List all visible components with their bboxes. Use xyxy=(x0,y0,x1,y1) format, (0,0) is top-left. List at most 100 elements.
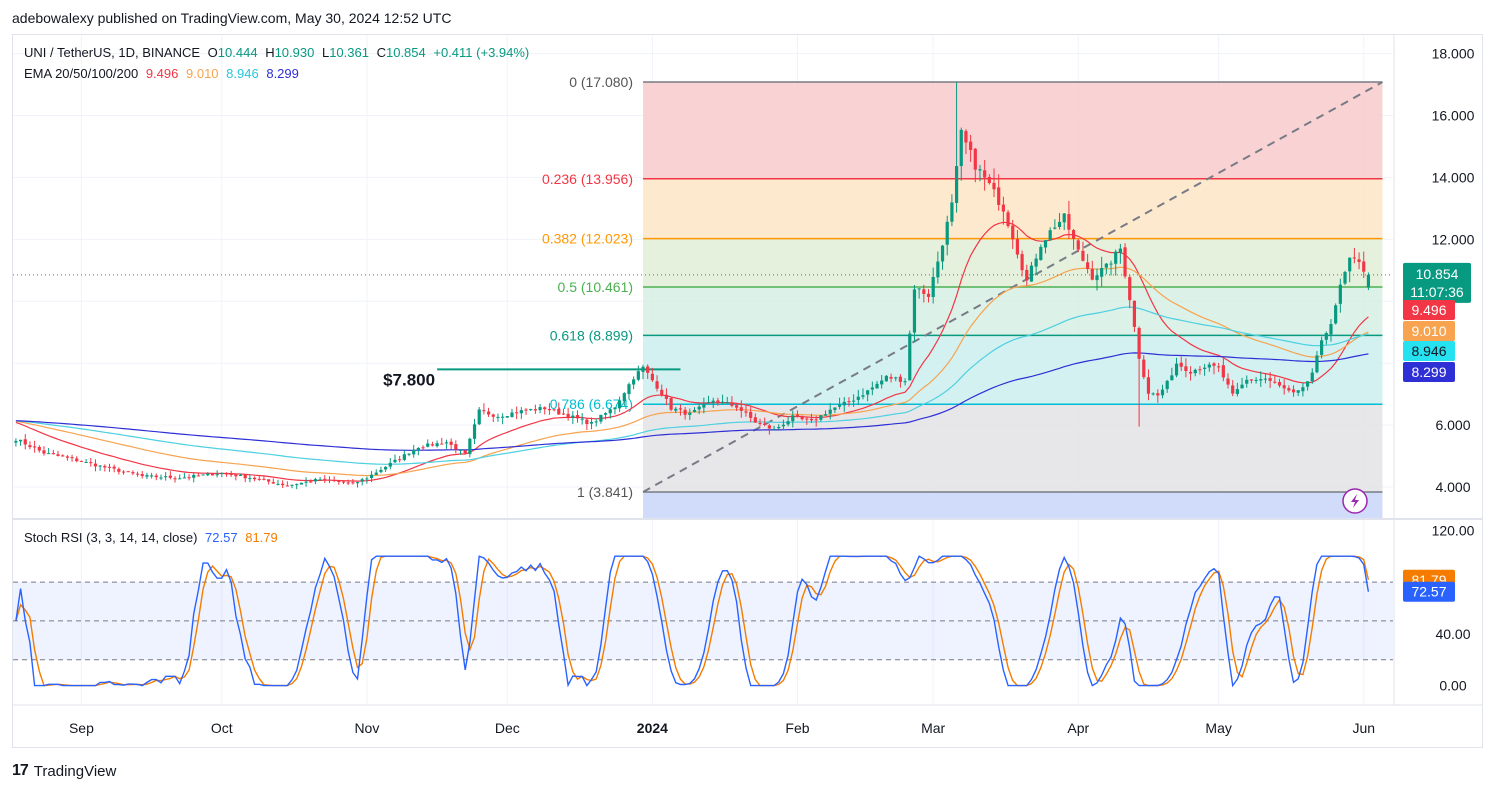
candle-body xyxy=(510,412,514,417)
candle-body xyxy=(749,411,753,418)
candle-body xyxy=(1043,240,1048,248)
candle-body xyxy=(276,483,280,485)
candle-body xyxy=(805,418,809,420)
price-axis-label: 12.000 xyxy=(1432,231,1475,247)
candle-body xyxy=(173,478,177,480)
candle-body xyxy=(360,479,364,482)
candle-body xyxy=(65,456,69,458)
candle-body xyxy=(1067,214,1071,230)
candle-body xyxy=(786,421,790,425)
candle-body xyxy=(1118,248,1122,254)
candle-body xyxy=(1259,379,1263,381)
candle-body xyxy=(599,414,603,422)
candle-body xyxy=(954,166,959,203)
ema-tag-200: 8.299 xyxy=(1411,364,1446,380)
stoch-legend: Stoch RSI (3, 3, 14, 14, close) 72.57 81… xyxy=(24,530,282,545)
candle-body xyxy=(1282,385,1286,389)
candle-body xyxy=(678,408,683,410)
candle-body xyxy=(14,440,18,443)
candle-body xyxy=(1315,355,1319,373)
candle-body xyxy=(688,412,692,415)
ema-line-100 xyxy=(15,306,1369,465)
candle-body xyxy=(159,477,163,479)
candle-body xyxy=(468,438,472,454)
candle-body xyxy=(201,474,205,476)
stoch-pane[interactable] xyxy=(13,520,1393,705)
candle-body xyxy=(47,453,51,455)
candle-body xyxy=(580,418,584,420)
ohlc-open: O10.444 xyxy=(207,45,258,60)
candle-body xyxy=(1170,375,1174,381)
candle-body xyxy=(889,376,893,379)
candle-body xyxy=(1193,369,1197,374)
candle-body xyxy=(735,405,739,408)
candle-body xyxy=(1142,359,1146,378)
symbol-title[interactable]: UNI / TetherUS, 1D, BINANCE xyxy=(24,45,201,60)
candle-body xyxy=(795,414,800,417)
publisher-line: adebowalexy published on TradingView.com… xyxy=(12,10,452,26)
candle-body xyxy=(898,376,903,382)
candle-body xyxy=(220,472,224,474)
candle-body xyxy=(93,463,98,467)
candle-body xyxy=(627,384,631,395)
candle-body xyxy=(847,401,851,403)
candle-body xyxy=(75,458,79,462)
candle-body xyxy=(121,471,126,473)
ema-legend: EMA 20/50/100/200 9.496 9.010 8.946 8.29… xyxy=(24,66,303,81)
candle-body xyxy=(711,400,715,403)
countdown-tag: 11:07:36 xyxy=(1410,284,1464,300)
candle-body xyxy=(1001,204,1005,212)
candle-body xyxy=(716,400,720,403)
candle-body xyxy=(135,473,140,475)
candle-body xyxy=(950,202,954,222)
candle-body xyxy=(61,455,65,457)
axes: 18.000 16.000 14.000 12.000 6.000 4.000 120.00… xyxy=(13,35,1482,736)
ema-title[interactable]: EMA 20/50/100/200 xyxy=(24,66,139,81)
candle-body xyxy=(1221,365,1225,378)
time-axis-label: May xyxy=(1205,720,1231,736)
candle-body xyxy=(501,416,505,418)
candle-body xyxy=(547,409,552,411)
price-tag-label: $7.800 xyxy=(383,370,435,389)
candle-body xyxy=(79,460,84,462)
candle-body xyxy=(702,403,706,408)
candle-body xyxy=(842,401,846,406)
candle-body xyxy=(646,366,650,373)
candle-body xyxy=(1128,277,1132,301)
candle-body xyxy=(1104,263,1108,268)
chart-frame[interactable]: 0 (17.080) 0.236 (13.956) 0.382 (12.023) 0.… xyxy=(12,34,1483,748)
candle-body xyxy=(753,417,757,423)
time-axis-label: Oct xyxy=(211,720,233,736)
ema-tag-bg xyxy=(1403,321,1455,341)
candle-body xyxy=(332,479,336,481)
candle-body xyxy=(650,373,654,381)
candle-body xyxy=(267,479,271,482)
footer-brand[interactable]: 17 TradingView xyxy=(12,762,116,780)
chart-svg[interactable]: 0 (17.080) 0.236 (13.956) 0.382 (12.023) 0.… xyxy=(13,35,1482,747)
candle-body xyxy=(388,462,392,467)
fib-level-label: 1 (3.841) xyxy=(577,484,633,500)
candle-body xyxy=(505,416,509,418)
candle-body xyxy=(486,411,491,415)
candle-body xyxy=(1338,284,1342,304)
candle-body xyxy=(454,444,458,450)
candle-body xyxy=(299,482,303,485)
stoch-title[interactable]: Stoch RSI (3, 3, 14, 14, close) xyxy=(24,530,198,545)
candle-body xyxy=(440,443,444,445)
fib-level-label: 0 (17.080) xyxy=(569,74,633,90)
candle-body xyxy=(922,289,926,294)
price-axis-label: 6.000 xyxy=(1435,417,1470,433)
candle-body xyxy=(140,474,144,476)
fib-zone xyxy=(643,82,1383,179)
main-pane[interactable]: 0 (17.080) 0.236 (13.956) 0.382 (12.023) 0.… xyxy=(13,35,1393,518)
candle-body xyxy=(1305,381,1310,387)
candle-body xyxy=(1062,213,1066,223)
candle-body xyxy=(346,482,350,484)
fib-level-label: 0.786 (6.674) xyxy=(550,396,633,412)
ohlc-high: H10.930 xyxy=(265,45,315,60)
stoch-d-value: 81.79 xyxy=(245,530,278,545)
candle-body xyxy=(1086,262,1090,269)
price-axis-label: 14.000 xyxy=(1432,169,1475,185)
brand-name: TradingView xyxy=(33,762,117,780)
stoch-k-tag: 72.57 xyxy=(1411,584,1446,600)
